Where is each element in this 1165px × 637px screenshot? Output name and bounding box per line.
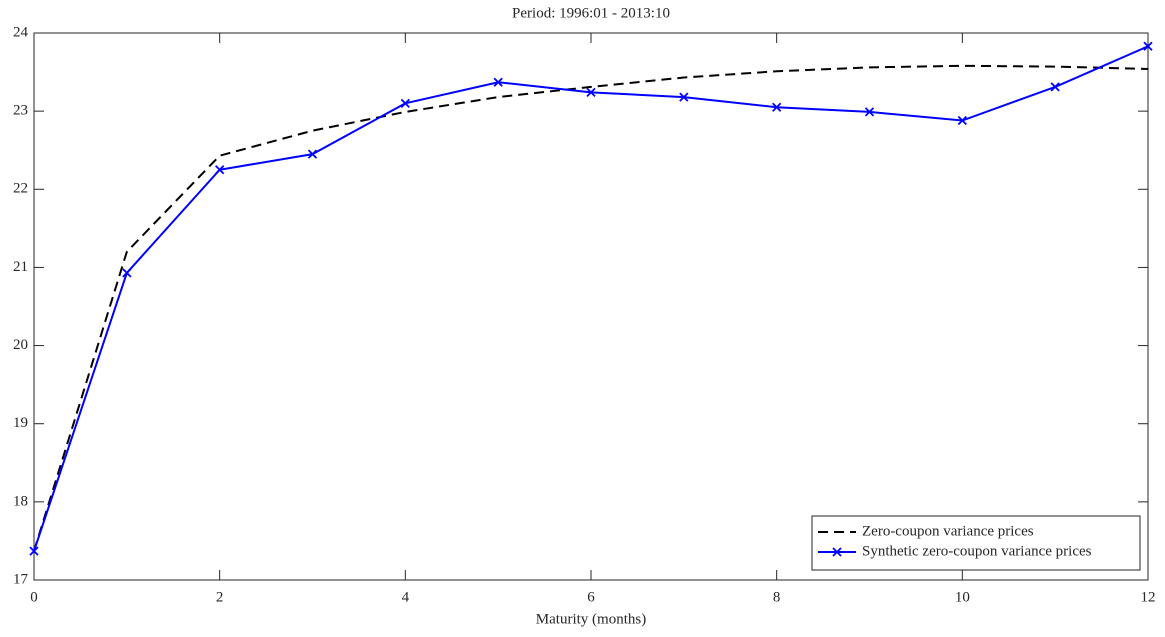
y-tick-label: 24 [13, 24, 29, 40]
marker-stroke [307, 149, 318, 159]
marker-stroke [772, 102, 782, 112]
x-tick-label: 6 [587, 589, 595, 605]
marker-stroke [1050, 82, 1060, 92]
data-point [586, 87, 596, 98]
legend-box [811, 515, 1141, 571]
y-tick-label: 23 [13, 103, 28, 119]
data-point [679, 92, 689, 102]
data-point [400, 98, 410, 108]
x-tick-label: 4 [402, 589, 410, 605]
data-point [122, 268, 132, 278]
marker-stroke [215, 165, 225, 175]
y-tick-label: 17 [13, 571, 29, 587]
y-tick-label: 22 [13, 181, 28, 197]
marker-stroke [957, 115, 967, 126]
y-tick-label: 20 [13, 337, 28, 353]
marker-stroke [493, 77, 503, 87]
marker-stroke [400, 98, 410, 108]
data-point [772, 102, 782, 112]
legend-label: Synthetic zero-coupon variance prices [862, 543, 1092, 559]
series-line [33, 64, 1149, 552]
data-point [29, 546, 39, 556]
marker-stroke [832, 547, 842, 557]
legend-marker [832, 547, 842, 557]
marker-stroke [122, 268, 132, 278]
marker-stroke [679, 92, 689, 102]
y-tick-label: 19 [13, 415, 28, 431]
x-tick-label: 0 [30, 589, 38, 605]
data-point [864, 107, 875, 117]
marker-stroke [864, 107, 875, 117]
data-point [1050, 82, 1060, 92]
chart-title: Period: 1996:01 - 2013:10 [512, 5, 670, 21]
x-axis-label: Maturity (months) [536, 611, 646, 627]
marker-stroke [586, 87, 596, 98]
x-tick-label: 2 [216, 589, 224, 605]
x-tick-label: 8 [773, 589, 781, 605]
y-tick-label: 21 [13, 259, 28, 275]
data-point [957, 115, 967, 126]
x-tick-label: 10 [955, 589, 970, 605]
marker-stroke [1143, 41, 1153, 51]
data-point [307, 149, 318, 159]
data-point [493, 77, 503, 87]
data-point [1143, 41, 1153, 51]
legend: Zero-coupon variance prices Synthetic zer… [811, 515, 1141, 571]
y-tick-label: 18 [13, 493, 28, 509]
x-tick-label: 12 [1141, 589, 1156, 605]
legend-label: Zero-coupon variance prices [862, 523, 1034, 539]
marker-stroke [29, 546, 39, 556]
data-point [215, 165, 225, 175]
